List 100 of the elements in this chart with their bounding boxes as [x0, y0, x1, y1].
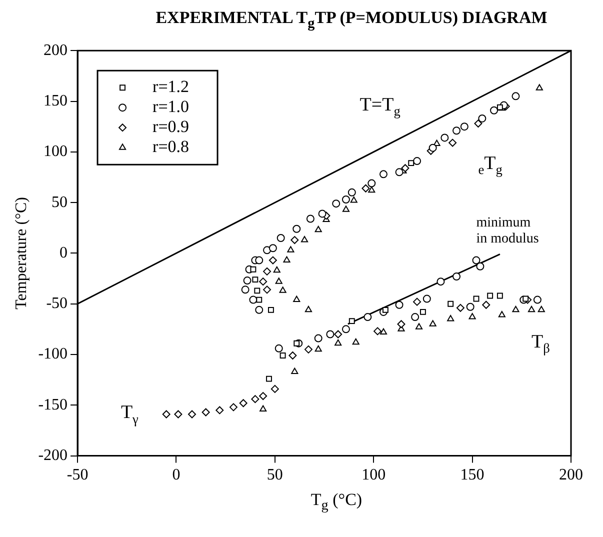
point	[476, 262, 484, 271]
annotation: in modulus	[476, 232, 539, 248]
point	[243, 276, 252, 285]
point	[314, 334, 322, 343]
point	[474, 120, 482, 128]
x-axis-title: T$_{g}$ (°C)	[310, 490, 364, 515]
point	[334, 330, 342, 339]
point	[413, 157, 422, 166]
point	[342, 196, 350, 204]
point	[395, 168, 404, 177]
legend-label: r=0.8	[152, 137, 190, 156]
point	[368, 186, 376, 194]
x-tick-label: -50	[66, 466, 88, 484]
point	[263, 268, 272, 276]
point	[342, 326, 350, 334]
x-tick-label: 100	[362, 466, 386, 484]
point	[241, 286, 250, 294]
y-tick-label: 100	[44, 143, 68, 160]
point	[268, 256, 277, 265]
y-tick-label: -200	[38, 447, 68, 464]
point	[251, 395, 260, 404]
point	[273, 266, 280, 274]
point	[229, 404, 238, 412]
point	[304, 306, 312, 313]
point	[496, 293, 503, 300]
point	[174, 410, 182, 419]
point	[374, 328, 382, 336]
point	[300, 236, 308, 243]
point	[268, 307, 274, 314]
point	[332, 200, 340, 208]
point	[422, 295, 431, 304]
point	[472, 256, 480, 265]
point	[255, 256, 264, 265]
y-tick-label: 150	[44, 92, 68, 110]
y-tick-label: -50	[46, 295, 68, 312]
point	[368, 180, 376, 188]
legend-label: r=1.2	[152, 77, 190, 96]
point	[456, 304, 464, 312]
point	[415, 324, 423, 330]
y-tick-label: 200	[44, 42, 68, 60]
point	[440, 134, 449, 142]
point	[395, 301, 404, 310]
point	[280, 352, 286, 359]
chart-title: EXPERIMENTAL T$_{g}$TP (P=MODULUS) DIAGRAM	[154, 8, 548, 32]
point	[496, 104, 503, 111]
point	[260, 406, 267, 412]
point	[364, 313, 372, 322]
point	[408, 160, 414, 166]
point	[362, 184, 370, 193]
point	[259, 392, 268, 400]
point	[216, 406, 224, 415]
y-tick-label: -100	[38, 346, 68, 364]
point	[352, 338, 360, 345]
point	[448, 139, 457, 148]
x-tick-label: 50	[266, 466, 283, 484]
point	[250, 266, 256, 273]
point	[448, 301, 454, 308]
point	[420, 309, 426, 316]
point	[318, 210, 326, 218]
point	[188, 410, 196, 419]
point	[379, 170, 388, 179]
point	[538, 306, 545, 313]
point	[429, 320, 436, 327]
point	[326, 330, 334, 339]
point	[314, 226, 322, 233]
point	[536, 84, 543, 91]
annotation: minimum	[476, 216, 531, 231]
point	[274, 344, 283, 353]
point	[268, 244, 277, 253]
y-tick-label: -150	[38, 396, 68, 414]
point	[348, 318, 355, 324]
point	[413, 298, 422, 306]
point	[428, 144, 437, 152]
point	[287, 246, 294, 253]
point	[466, 303, 474, 312]
point	[468, 313, 476, 320]
point	[314, 346, 322, 352]
point	[478, 114, 486, 123]
point	[528, 306, 536, 313]
x-tick-label: 150	[460, 466, 484, 484]
point	[306, 215, 314, 224]
point	[292, 225, 301, 234]
point	[293, 296, 300, 302]
x-tick-label: 0	[172, 466, 180, 484]
y-axis-title: Temperature (°C)	[12, 197, 30, 310]
point	[348, 188, 356, 197]
point	[447, 315, 454, 322]
point	[283, 256, 290, 263]
point	[436, 278, 445, 286]
point	[382, 307, 388, 314]
point	[411, 313, 420, 322]
point	[452, 272, 461, 281]
point	[256, 297, 262, 304]
point	[294, 340, 300, 347]
point	[350, 196, 358, 204]
point	[266, 376, 272, 382]
point	[270, 385, 279, 394]
point	[279, 287, 286, 294]
point	[252, 276, 258, 283]
point	[162, 410, 170, 419]
